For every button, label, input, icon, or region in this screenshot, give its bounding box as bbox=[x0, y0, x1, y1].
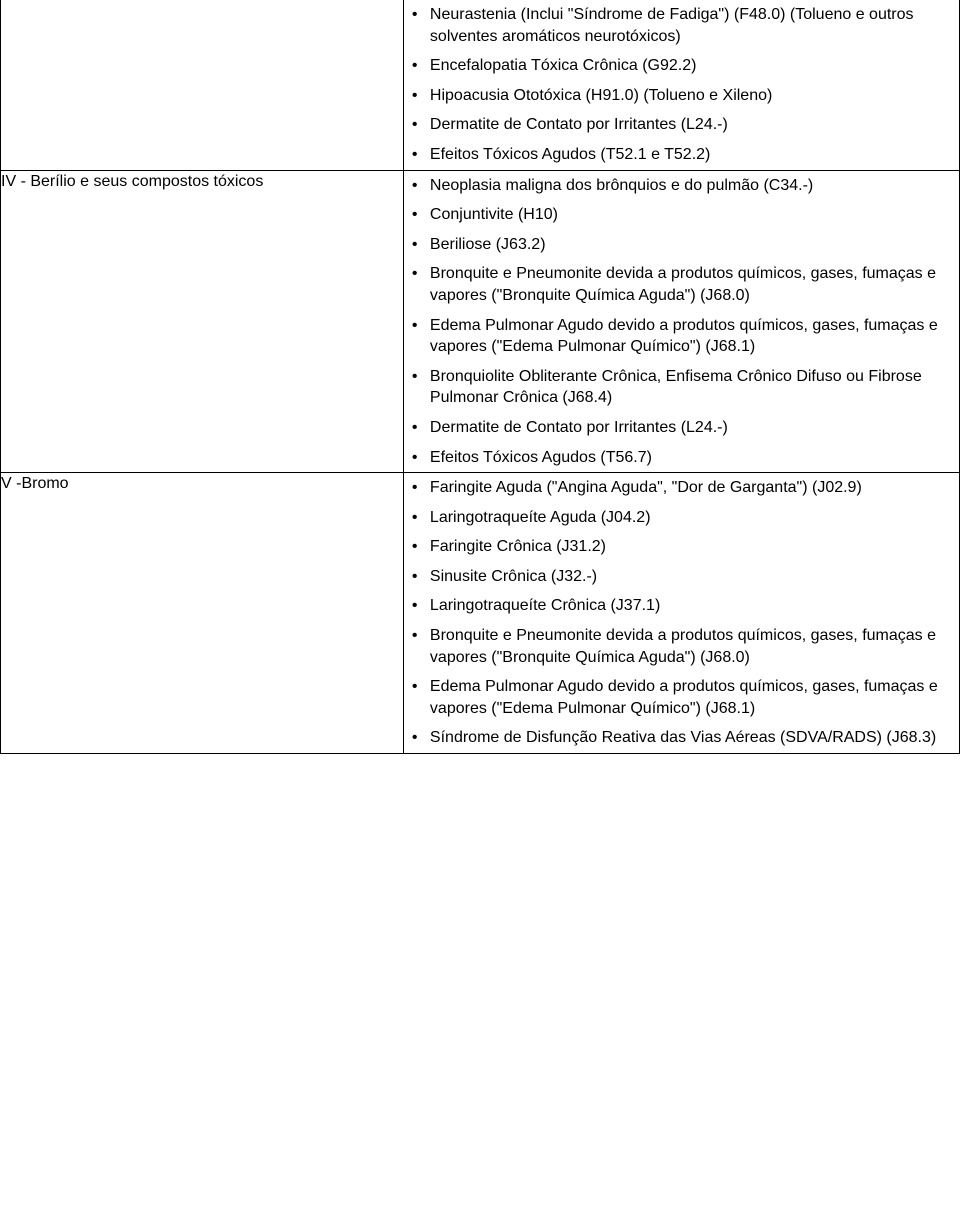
agent-label: IV - Berílio e seus compostos tóxicos bbox=[1, 173, 263, 190]
list-item: Hipoacusia Ototóxica (H91.0) (Tolueno e … bbox=[404, 81, 959, 111]
list-item: Laringotraqueíte Aguda (J04.2) bbox=[404, 503, 959, 533]
list-item: Efeitos Tóxicos Agudos (T56.7) bbox=[404, 443, 959, 473]
agent-cell bbox=[1, 0, 404, 170]
list-item: Neoplasia maligna dos brônquios e do pul… bbox=[404, 171, 959, 201]
conditions-cell: Neurastenia (Inclui "Síndrome de Fadiga"… bbox=[403, 0, 959, 170]
list-item: Síndrome de Disfunção Reativa das Vias A… bbox=[404, 723, 959, 753]
table-row: V -Bromo Faringite Aguda ("Angina Aguda"… bbox=[1, 473, 960, 754]
list-item: Faringite Aguda ("Angina Aguda", "Dor de… bbox=[404, 473, 959, 503]
list-item: Laringotraqueíte Crônica (J37.1) bbox=[404, 591, 959, 621]
table-row: Neurastenia (Inclui "Síndrome de Fadiga"… bbox=[1, 0, 960, 170]
list-item: Dermatite de Contato por Irritantes (L24… bbox=[404, 413, 959, 443]
agent-cell: V -Bromo bbox=[1, 473, 404, 754]
list-item: Bronquite e Pneumonite devida a produtos… bbox=[404, 621, 959, 672]
list-item: Beriliose (J63.2) bbox=[404, 230, 959, 260]
list-item: Bronquiolite Obliterante Crônica, Enfise… bbox=[404, 362, 959, 413]
list-item: Efeitos Tóxicos Agudos (T52.1 e T52.2) bbox=[404, 140, 959, 170]
list-item: Edema Pulmonar Agudo devido a produtos q… bbox=[404, 311, 959, 362]
agents-table: Neurastenia (Inclui "Síndrome de Fadiga"… bbox=[0, 0, 960, 754]
conditions-list: Neoplasia maligna dos brônquios e do pul… bbox=[404, 171, 959, 473]
conditions-cell: Faringite Aguda ("Angina Aguda", "Dor de… bbox=[403, 473, 959, 754]
conditions-list: Faringite Aguda ("Angina Aguda", "Dor de… bbox=[404, 473, 959, 753]
conditions-cell: Neoplasia maligna dos brônquios e do pul… bbox=[403, 170, 959, 473]
agent-label: V -Bromo bbox=[1, 475, 69, 492]
list-item: Bronquite e Pneumonite devida a produtos… bbox=[404, 259, 959, 310]
list-item: Edema Pulmonar Agudo devido a produtos q… bbox=[404, 672, 959, 723]
list-item: Dermatite de Contato por Irritantes (L24… bbox=[404, 110, 959, 140]
list-item: Neurastenia (Inclui "Síndrome de Fadiga"… bbox=[404, 0, 959, 51]
list-item: Encefalopatia Tóxica Crônica (G92.2) bbox=[404, 51, 959, 81]
conditions-list: Neurastenia (Inclui "Síndrome de Fadiga"… bbox=[404, 0, 959, 170]
agent-cell: IV - Berílio e seus compostos tóxicos bbox=[1, 170, 404, 473]
list-item: Faringite Crônica (J31.2) bbox=[404, 532, 959, 562]
table-row: IV - Berílio e seus compostos tóxicos Ne… bbox=[1, 170, 960, 473]
list-item: Conjuntivite (H10) bbox=[404, 200, 959, 230]
list-item: Sinusite Crônica (J32.-) bbox=[404, 562, 959, 592]
